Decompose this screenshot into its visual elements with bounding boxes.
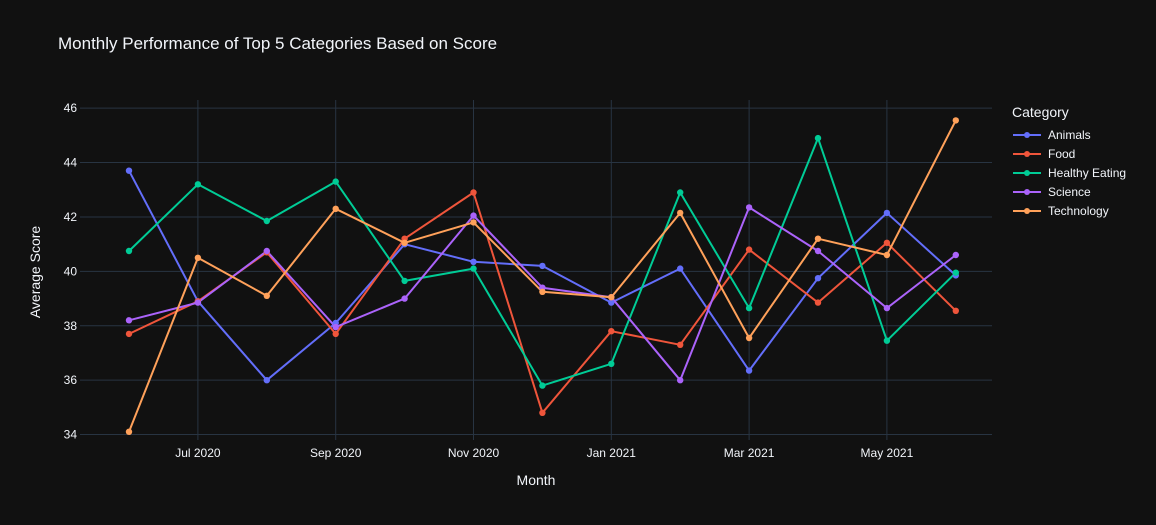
data-point-food (952, 307, 959, 314)
data-point-technology (332, 205, 339, 212)
chart-title: Monthly Performance of Top 5 Categories … (58, 34, 498, 53)
data-point-technology (539, 288, 546, 295)
data-point-science (952, 251, 959, 259)
y-tick-label: 36 (64, 373, 78, 387)
legend-swatch-icon (1012, 186, 1042, 198)
data-point-technology (952, 117, 959, 124)
data-point-technology (401, 239, 408, 246)
data-point-healthy-eating (677, 189, 684, 196)
data-point-technology (470, 219, 477, 226)
data-point-animals (883, 209, 891, 217)
data-point-technology (677, 209, 684, 217)
legend-items: Animals Food Healthy Eating Science Technolo… (1012, 125, 1126, 220)
data-point-science (125, 317, 133, 324)
data-point-technology (608, 294, 615, 301)
legend-label: Science (1048, 184, 1091, 199)
data-point-animals (125, 167, 133, 174)
data-point-healthy-eating (814, 134, 822, 142)
legend-item-science[interactable]: Science (1012, 182, 1126, 201)
data-point-animals (608, 299, 615, 306)
data-point-healthy-eating (470, 265, 477, 272)
data-point-animals (814, 275, 822, 282)
x-tick-label: Sep 2020 (310, 446, 362, 460)
series-markers (125, 117, 959, 435)
x-tick-label: Mar 2021 (724, 446, 775, 460)
data-point-food (677, 341, 684, 348)
data-point-healthy-eating (401, 277, 408, 285)
legend-label: Technology (1048, 203, 1109, 218)
data-point-healthy-eating (952, 269, 959, 276)
data-point-food (608, 328, 615, 335)
data-point-technology (194, 254, 202, 261)
legend-swatch-icon (1012, 148, 1042, 160)
x-tick-label: Nov 2020 (448, 446, 500, 460)
data-point-science (677, 377, 684, 384)
x-tick-label: Jan 2021 (587, 446, 637, 460)
data-point-food (332, 330, 339, 338)
data-point-technology (745, 334, 753, 342)
data-point-science (401, 295, 408, 302)
y-tick-label: 38 (64, 319, 78, 333)
data-point-animals (539, 262, 546, 270)
y-tick-label: 42 (64, 210, 78, 224)
data-point-science (814, 247, 822, 255)
data-point-healthy-eating (745, 304, 753, 312)
data-point-healthy-eating (883, 337, 891, 344)
data-point-technology (814, 235, 822, 242)
data-point-food (470, 189, 477, 196)
legend: Category Animals Food Healthy Eating Scienc… (1012, 104, 1126, 220)
legend-title: Category (1012, 104, 1069, 120)
data-point-food (814, 299, 822, 306)
tick-labels: 34 36 38 40 42 44 46 Jul 2020 Sep 2020 Nov 2020 Ja… (64, 101, 914, 460)
x-tick-label: May 2021 (861, 446, 914, 460)
legend-item-healthy-eating[interactable]: Healthy Eating (1012, 163, 1126, 182)
y-tick-label: 34 (64, 428, 78, 442)
legend-swatch-icon (1012, 129, 1042, 141)
data-point-healthy-eating (125, 247, 133, 255)
y-tick-label: 40 (64, 264, 78, 278)
y-axis-title: Average Score (27, 226, 43, 319)
data-point-healthy-eating (608, 360, 615, 367)
y-tick-label: 46 (64, 101, 78, 115)
data-point-healthy-eating (263, 217, 270, 225)
data-point-science (263, 247, 270, 255)
data-point-food (125, 330, 133, 338)
data-point-technology (883, 251, 891, 259)
data-point-technology (263, 292, 270, 299)
x-tick-label: Jul 2020 (175, 446, 221, 460)
data-point-animals (263, 377, 270, 384)
legend-item-food[interactable]: Food (1012, 144, 1126, 163)
legend-label: Animals (1048, 127, 1091, 142)
series-line-animals (128, 170, 957, 382)
data-point-food (883, 239, 891, 246)
legend-swatch-icon (1012, 167, 1042, 179)
legend-item-technology[interactable]: Technology (1012, 201, 1126, 220)
legend-label: Healthy Eating (1048, 165, 1127, 180)
data-point-animals (677, 265, 684, 272)
data-point-animals (745, 367, 753, 374)
legend-swatch-icon (1012, 205, 1042, 217)
data-point-science (883, 304, 891, 312)
data-point-healthy-eating (539, 382, 546, 389)
data-point-food (539, 409, 546, 416)
data-point-technology (125, 428, 133, 435)
data-point-science (470, 212, 477, 219)
x-axis-title: Month (517, 472, 556, 488)
data-point-animals (470, 258, 477, 265)
data-point-science (745, 204, 753, 211)
data-point-healthy-eating (194, 181, 202, 188)
legend-label: Food (1048, 146, 1076, 161)
legend-item-animals[interactable]: Animals (1012, 125, 1126, 144)
data-point-healthy-eating (332, 178, 339, 185)
data-point-science (332, 323, 339, 331)
y-tick-label: 44 (64, 156, 78, 170)
data-point-food (745, 246, 753, 253)
data-point-science (194, 299, 202, 306)
